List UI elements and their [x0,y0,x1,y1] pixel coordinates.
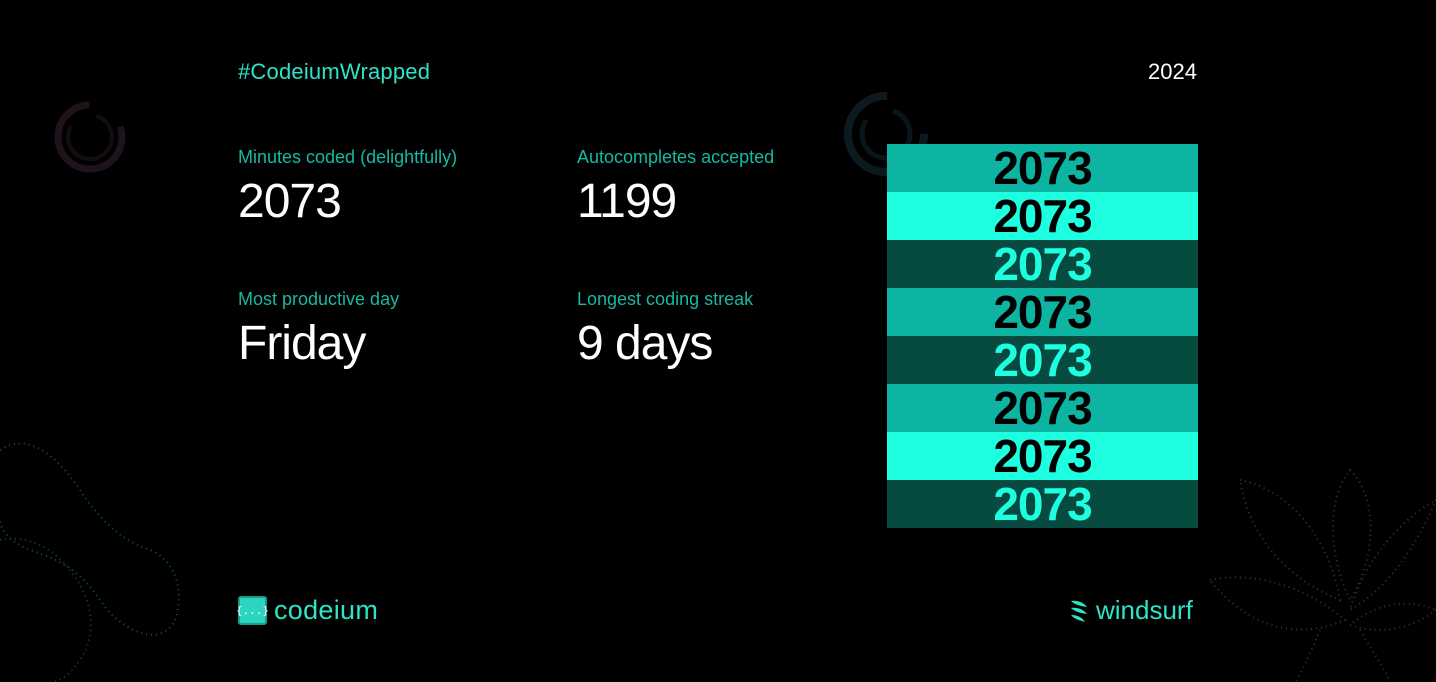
ring-center-decoration [844,92,928,176]
ring-left-decoration [54,101,126,173]
stat-label: Minutes coded (delightfully) [238,147,458,167]
stat-productive-day: Most productive day Friday [238,289,399,371]
stat-autocompletes: Autocompletes accepted 1199 [577,147,774,229]
stat-label: Autocompletes accepted [577,147,775,167]
stat-value: 1199 [577,175,677,228]
stat-coding-streak: Longest coding streak 9 days [577,289,753,371]
windsurf-wordmark: windsurf [1096,595,1193,625]
stack-row: 2073 [887,384,1198,432]
stack-row: 2073 [887,336,1198,384]
dotted-wave-decoration [0,442,180,682]
codeium-logo-icon: {...} [236,596,269,625]
windsurf-logo-icon [1071,600,1087,622]
stack-row: 2073 [887,144,1198,192]
minutes-stack-graphic: 2073 2073 2073 2073 2073 2073 2073 2073 [887,144,1198,528]
stack-row: 2073 [887,480,1198,528]
hashtag-title: #CodeiumWrapped [238,59,431,84]
stack-row: 2073 [887,288,1198,336]
stack-row: 2073 [887,432,1198,480]
codeium-logo[interactable]: {...} codeium [236,595,379,626]
stat-label: Longest coding streak [577,289,754,309]
stat-label: Most productive day [238,289,400,309]
stat-value: 9 days [577,317,713,370]
windsurf-logo[interactable]: windsurf [1068,595,1193,626]
stack-row: 2073 [887,240,1198,288]
stat-value: 2073 [238,175,342,228]
stack-row: 2073 [887,192,1198,240]
stat-value: Friday [238,317,366,370]
codeium-wordmark: codeium [274,595,379,625]
dotted-leaves-decoration [1208,468,1436,682]
year-label: 2024 [1148,59,1197,84]
stat-minutes-coded: Minutes coded (delightfully) 2073 [238,147,457,229]
